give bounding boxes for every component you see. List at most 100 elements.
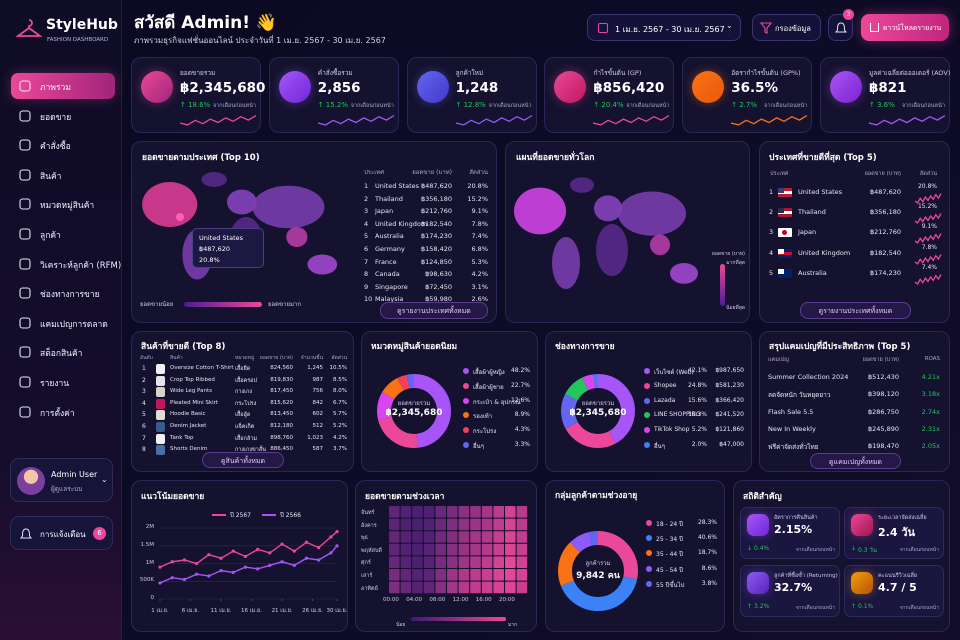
menu-item[interactable]: สต็อกสินค้า [11,339,115,365]
menu-item[interactable]: ลูกค้า [11,221,115,247]
product-thumbnail [156,398,165,409]
view-countries-button[interactable]: ดูรายงานประเทศทั้งหมด [380,302,488,319]
menu-item[interactable]: การตั้งค่า [11,399,115,425]
center-label: ยอดขายรวม [397,400,431,407]
product-sales: 819,830 [270,376,293,383]
heatmap-cell [412,581,423,594]
world-map [514,177,698,289]
icon [141,71,173,103]
center-label: ยอดขายรวม [581,400,615,407]
kpi-change: 18.6% [188,101,211,109]
series-line [159,545,338,584]
country-name: Japan [375,207,394,216]
row-label: อังคาร [361,522,377,529]
legend-high: มากที่สุด [726,260,745,266]
rank: 9 [364,282,369,291]
sparkline [914,213,942,225]
menu-item[interactable]: คำสั่งซื้อ [11,132,115,158]
legend-low: ยอดขายน้อย [140,301,174,308]
rank: 4 [142,399,146,407]
heatmap-cell [423,569,435,581]
column-header: ยอดขาย (บาท) [259,355,293,361]
heatmap-cell [516,506,528,518]
rank: 6 [142,423,146,430]
notification-button[interactable]: การแจ้งเตือน 6 [10,516,113,550]
heatmap-cell [505,569,516,581]
campaign-name: Summer Collection 2024 [768,373,849,381]
product-name: Wide Leg Pants [170,388,213,395]
heatmap-cell [389,543,400,556]
kpi-label: คำสั่งซื้อรวม [317,69,353,77]
heatmap-cell [412,531,423,543]
country-sales: ฿356,180 [420,194,452,203]
y-tick-label: 1.5M [140,541,155,548]
user-name: Admin User [51,470,98,479]
rank: 1 [769,188,774,196]
menu-icon-shape [19,198,31,210]
heatmap-cell [400,518,412,531]
legend-label: อื่นๆ [654,443,665,450]
menu-item[interactable]: สินค้า [11,162,115,188]
legend-dot [646,565,652,572]
legend-swatch [212,514,226,516]
menu-item[interactable]: ช่องทางการขาย [11,280,115,306]
avatar [17,467,45,495]
menu-item[interactable]: หมวดหมู่สินค้า [11,191,115,217]
user-card[interactable]: Admin User ผู้ดูแลระบบ ⌄ [10,458,113,502]
menu-item[interactable]: แคมเปญการตลาด [11,310,115,336]
country-sales: ฿124,850 [420,257,452,266]
menu-item[interactable]: ยอดขาย [11,103,115,129]
country-sales: ฿356,180 [869,208,901,217]
column-label: 12:00 [452,597,469,604]
heatmap-cell [423,531,435,543]
rank: 4 [769,248,774,257]
country-share: 9.1% [471,207,488,216]
product-name: Oversize Cotton T-Shirt [170,365,234,371]
view-products-button[interactable]: ดูสินค้าทั้งหมด [202,452,284,468]
center-value: ฿2,345,680 [569,408,627,418]
sparkline [914,193,942,204]
panel-title: แผนที่ยอดขายทั่วโลก [516,153,595,163]
download-button[interactable]: ดาวน์โหลดรายงาน [861,14,949,41]
heatmap-cell [458,518,470,531]
series-point [219,569,223,573]
logo [15,19,43,37]
sparkline [731,114,808,126]
menu-item[interactable]: วิเคราะห์ลูกค้า (RFM) [11,251,121,277]
view-countries-button[interactable]: ดูรายงานประเทศทั้งหมด [800,302,911,319]
product-thumbnail [156,445,165,456]
legend-value: 18.7% [697,549,717,557]
campaign-sales: ฿286,750 [867,407,899,416]
legend-label: รองเท้า [473,413,493,421]
kpi-change: 3.6% [877,101,895,109]
menu-item[interactable]: ภาพรวม [11,73,115,99]
view-campaigns-button[interactable]: ดูแคมเปญทั้งหมด [810,453,901,469]
legend-value: 4.3% [514,426,530,434]
filter-button[interactable]: กรองข้อมูล [752,14,821,41]
menu-icon-shape [19,346,31,358]
panel-title: สถิติสำคัญ [743,492,782,502]
row-label: อาทิตย์ [361,585,378,592]
heatmap-cell [481,518,493,531]
sparkline-path [731,114,808,126]
flag [778,208,792,218]
campaign-sales: ฿245,890 [867,424,899,433]
menu-item[interactable]: รายงาน [11,369,115,395]
x-tick-label: 16 เม.ย. [241,608,263,614]
kpi-note: จากเดือนก่อนหน้า [764,103,808,109]
legend-amount: ฿47,000 [719,441,744,448]
menu-label: ช่องทางการขาย [40,290,100,301]
rank: 10 [364,295,373,304]
country-share: 15.2% [917,203,937,211]
country-share: 4.2% [471,270,488,279]
map-shape [514,187,566,235]
series-point [329,535,333,539]
legend-label: กระโปรง [473,428,497,436]
date-picker[interactable]: 1 เม.ย. 2567 - 30 เม.ย. 2567 ⌄ [587,14,741,41]
rank: 1 [364,182,369,190]
menu-icon-shape [19,169,31,181]
country-share: 7.8% [921,243,937,251]
sparkline-path [914,273,942,285]
arrow-up: ↑ [869,101,875,109]
country-sales: ฿182,540 [420,219,452,228]
